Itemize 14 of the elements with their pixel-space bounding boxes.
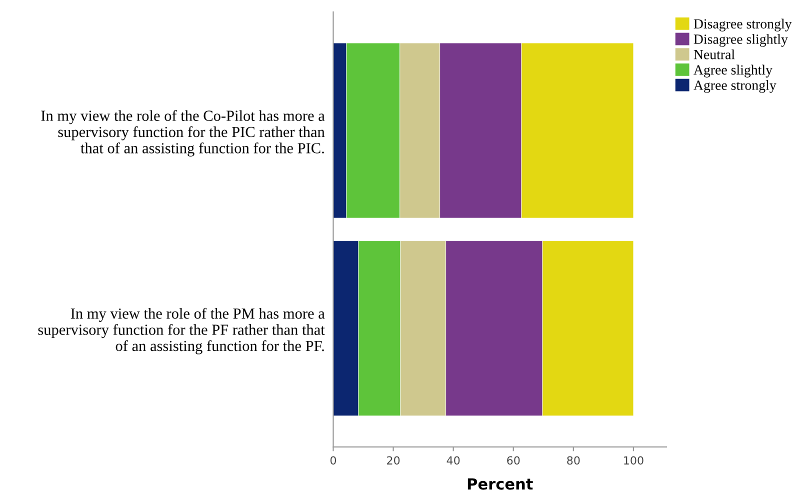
x-tick-label: 60 [507, 456, 520, 465]
legend-label: Neutral [694, 49, 735, 60]
x-tick-label: 40 [446, 456, 460, 465]
legend-label: Agree strongly [694, 80, 776, 93]
x-axis-title: Percent [468, 478, 533, 490]
legend-label: Agree slightly [694, 64, 772, 78]
y-tick-label: In my view the role of the Co-Pilot has more a supervisory function for the PIC rather than that of an assisting function for the PIC. [41, 110, 325, 156]
legend-label: Disagree strongly [694, 18, 792, 32]
y-tick-label: In my view the role of the PM has more a supervisory function for the PF rather than that of an assisting function for the PF. [38, 308, 325, 354]
x-tick-label: 0 [330, 456, 336, 465]
x-tick-label: 20 [387, 456, 400, 465]
x-tick-label: 100 [624, 456, 644, 465]
legend-label: Disagree slightly [694, 34, 788, 47]
x-tick-label: 80 [567, 456, 580, 465]
